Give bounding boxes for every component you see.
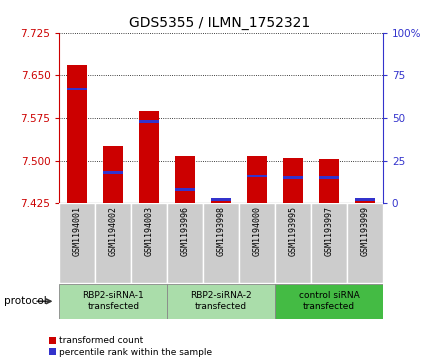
Bar <box>355 199 375 201</box>
Bar <box>355 197 375 203</box>
Bar <box>283 158 303 203</box>
Text: GDS5355 / ILMN_1752321: GDS5355 / ILMN_1752321 <box>129 16 311 30</box>
Text: RBP2-siRNA-1
transfected: RBP2-siRNA-1 transfected <box>82 291 144 311</box>
Bar <box>95 203 131 283</box>
Bar <box>275 203 311 283</box>
Bar <box>275 284 383 319</box>
Text: GSM1194002: GSM1194002 <box>109 206 118 256</box>
Bar <box>59 284 167 319</box>
Bar <box>347 203 383 283</box>
Bar <box>319 176 339 179</box>
Bar <box>103 146 123 203</box>
Bar <box>139 120 159 123</box>
Bar <box>211 197 231 203</box>
Bar <box>175 188 195 191</box>
Bar <box>175 156 195 203</box>
Bar <box>311 203 347 283</box>
Bar <box>139 111 159 203</box>
Bar <box>239 203 275 283</box>
Bar <box>247 175 267 178</box>
Bar <box>319 159 339 203</box>
Text: GSM1194000: GSM1194000 <box>253 206 261 256</box>
Text: GSM1194003: GSM1194003 <box>145 206 154 256</box>
Bar <box>283 176 303 179</box>
Text: RBP2-siRNA-2
transfected: RBP2-siRNA-2 transfected <box>190 291 252 311</box>
Bar <box>103 171 123 174</box>
Text: GSM1193997: GSM1193997 <box>324 206 334 256</box>
Bar <box>59 203 95 283</box>
Text: control siRNA
transfected: control siRNA transfected <box>298 291 359 311</box>
Legend: transformed count, percentile rank within the sample: transformed count, percentile rank withi… <box>48 337 213 357</box>
Bar <box>67 87 87 90</box>
Text: GSM1193995: GSM1193995 <box>289 206 297 256</box>
Bar <box>247 156 267 203</box>
Bar <box>211 199 231 201</box>
Bar <box>167 284 275 319</box>
Text: protocol: protocol <box>4 296 47 306</box>
Bar <box>131 203 167 283</box>
Text: GSM1193996: GSM1193996 <box>181 206 190 256</box>
Bar <box>203 203 239 283</box>
Text: GSM1194001: GSM1194001 <box>73 206 82 256</box>
Text: GSM1193998: GSM1193998 <box>216 206 226 256</box>
Bar <box>167 203 203 283</box>
Text: GSM1193999: GSM1193999 <box>360 206 369 256</box>
Bar <box>67 65 87 203</box>
